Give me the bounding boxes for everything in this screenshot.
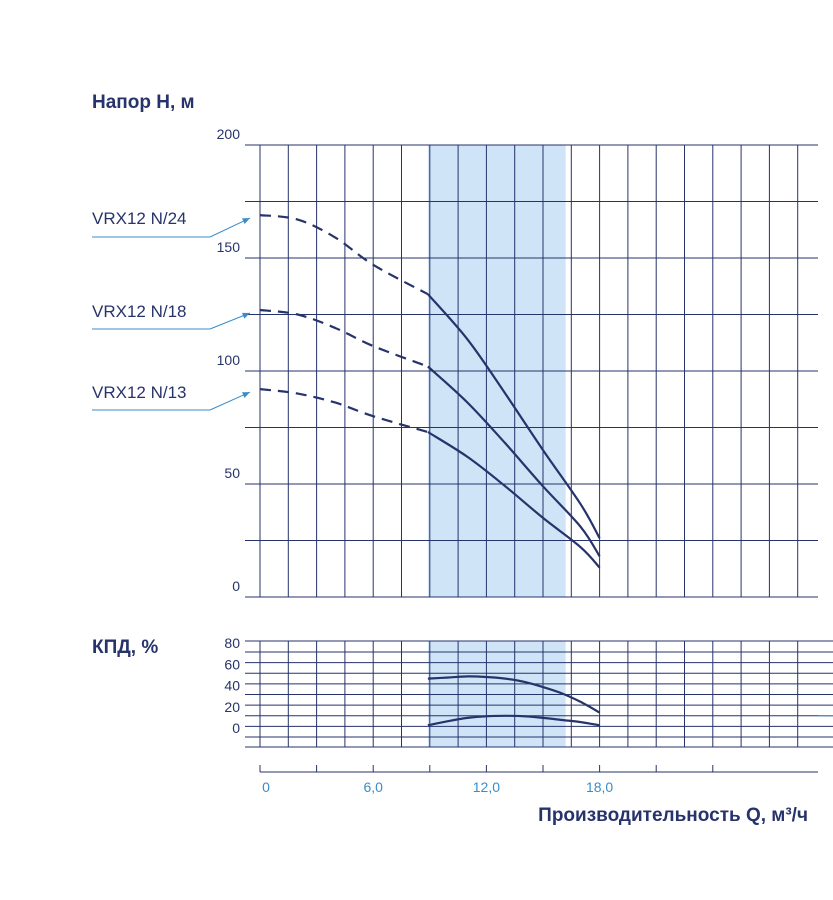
head-curve-dashed-0: [259, 214, 429, 296]
head-y-tick-label: 50: [224, 465, 240, 481]
leader-arrowhead: [242, 392, 250, 398]
leader-line-diagonal: [209, 217, 251, 238]
eff-y-tick-label: 20: [224, 699, 240, 715]
head-y-tick-label: 0: [232, 578, 240, 594]
head-curve-1: [427, 365, 601, 557]
series-label-n24: VRX12 N/24: [92, 209, 187, 228]
series-label-n18: VRX12 N/18: [92, 302, 187, 321]
eff-y-tick-label: 40: [224, 678, 240, 694]
head-y-tick-label: 150: [217, 239, 241, 255]
head-y-tick-label: 200: [217, 126, 241, 142]
x-tick-label: 18,0: [586, 779, 613, 795]
x-axis-title: Производительность Q, м³/ч: [538, 805, 808, 826]
efficiency-curve-1: [427, 714, 600, 727]
series-label-n13: VRX12 N/13: [92, 383, 187, 402]
leader-arrowhead: [242, 218, 250, 225]
leader-arrowhead: [242, 312, 250, 319]
head-curve-0: [427, 293, 601, 539]
head-curve-dashed-1: [259, 308, 429, 368]
x-tick-label: 12,0: [473, 779, 500, 795]
eff-y-tick-label: 80: [224, 635, 240, 651]
head-curve-dashed-2: [259, 388, 429, 434]
eff-y-tick-label: 0: [232, 720, 240, 736]
efficiency-curve-0: [427, 675, 601, 714]
x-tick-label: 0: [262, 779, 270, 795]
eff-y-tick-label: 60: [224, 656, 240, 672]
x-tick-label: 6,0: [363, 779, 383, 795]
head-chart-title: Напор H, м: [92, 92, 195, 113]
head-y-tick-label: 100: [217, 352, 241, 368]
efficiency-chart-title: КПД, %: [92, 637, 159, 658]
head-curve-2: [427, 431, 601, 569]
